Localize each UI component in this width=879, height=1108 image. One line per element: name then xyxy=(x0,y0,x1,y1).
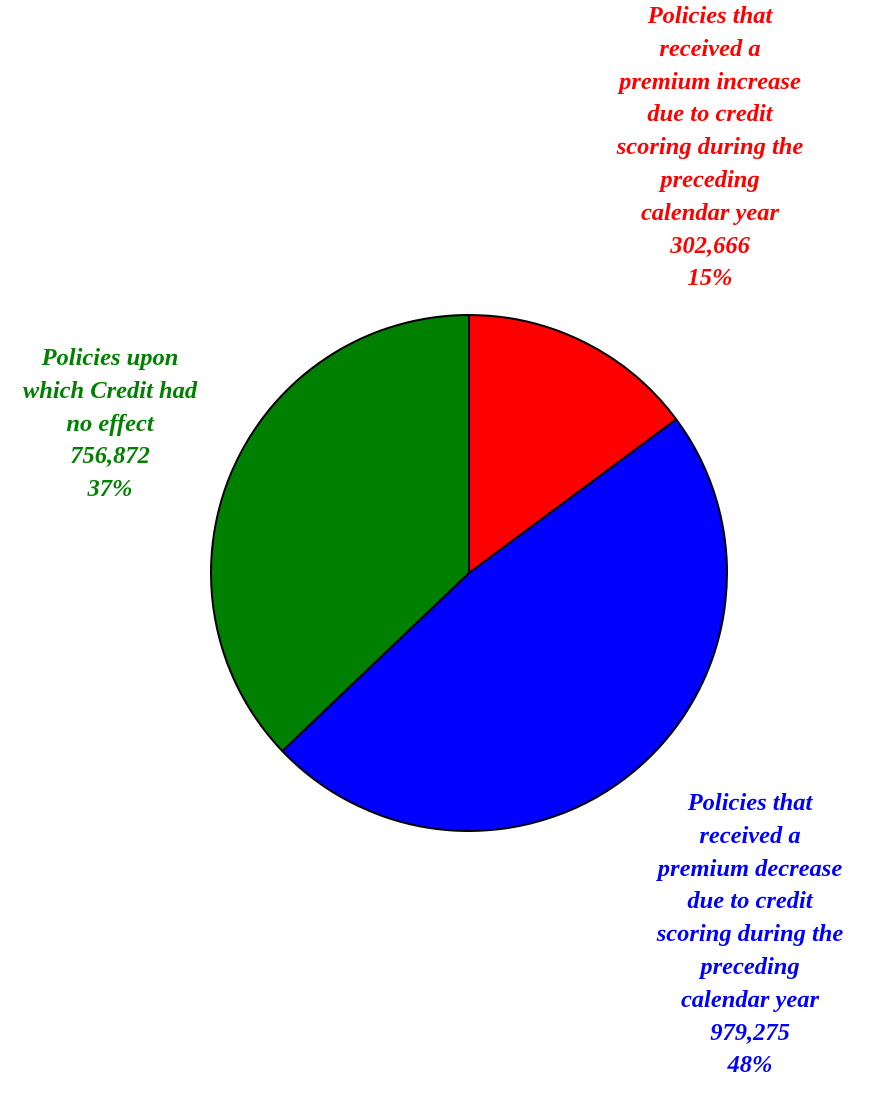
label-line: premium decrease xyxy=(657,854,843,882)
label-line: calendar year xyxy=(640,198,780,226)
label-no-effect: Policies upon which Credit had no effect… xyxy=(0,342,250,506)
slice-percent: 48% xyxy=(727,1051,773,1079)
label-line: received a xyxy=(659,34,761,62)
label-line: due to credit xyxy=(687,887,813,915)
slice-percent: 15% xyxy=(687,264,733,292)
slice-percent: 37% xyxy=(87,475,133,503)
label-premium-increase: Policies that received a premium increas… xyxy=(570,0,850,295)
label-line: no effect xyxy=(66,409,154,437)
label-line: scoring during the xyxy=(616,133,804,161)
label-line: due to credit xyxy=(647,100,773,128)
label-premium-decrease: Policies that received a premium decreas… xyxy=(610,787,879,1082)
slice-value: 979,275 xyxy=(710,1018,790,1046)
label-line: Policies that xyxy=(647,2,773,29)
slice-premium-decrease xyxy=(281,418,728,832)
label-line: calendar year xyxy=(680,985,820,1013)
label-line: Policies that xyxy=(687,789,813,816)
label-line: preceding xyxy=(660,165,760,193)
slice-value: 756,872 xyxy=(70,442,150,470)
label-line: preceding xyxy=(700,952,800,980)
label-line: scoring during the xyxy=(656,920,844,948)
label-line: received a xyxy=(699,821,801,849)
slice-premium-increase xyxy=(468,314,678,574)
slice-value: 302,666 xyxy=(670,231,750,259)
pie-slices xyxy=(210,314,728,832)
slice-no-effect xyxy=(210,314,470,753)
label-line: which Credit had xyxy=(22,376,198,404)
label-line: premium increase xyxy=(619,67,801,95)
label-line: Policies upon xyxy=(41,344,179,371)
